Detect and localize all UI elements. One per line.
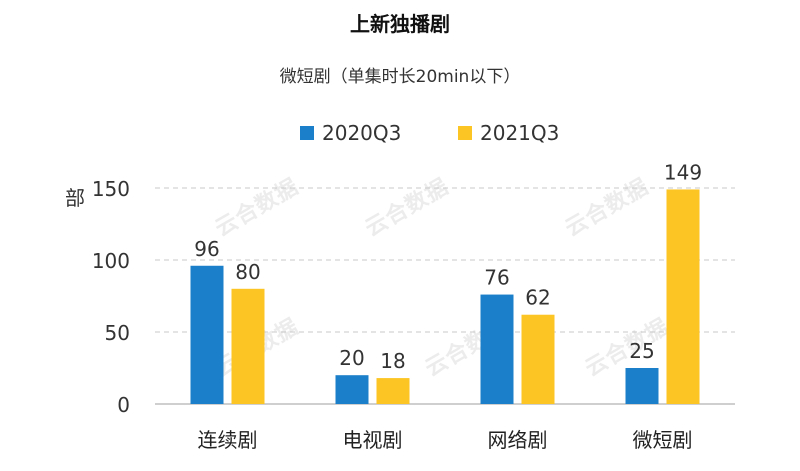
data-label: 20 xyxy=(339,346,364,370)
chart-subtitle: 微短剧（单集时长20min以下） xyxy=(279,67,521,87)
chart-title: 上新独播剧 xyxy=(350,12,450,36)
data-label: 76 xyxy=(484,266,509,290)
bar-2020q3 xyxy=(335,375,369,404)
legend-label: 2021Q3 xyxy=(480,121,559,145)
y-tick-label: 0 xyxy=(117,393,130,417)
y-tick-label: 150 xyxy=(92,177,130,201)
legend-label: 2020Q3 xyxy=(322,121,401,145)
x-tick-label: 微短剧 xyxy=(633,428,693,452)
data-label: 25 xyxy=(629,339,654,363)
y-tick-label: 100 xyxy=(92,249,130,273)
bar-2021q3 xyxy=(666,189,700,404)
legend-swatch xyxy=(300,126,314,140)
bar-2020q3 xyxy=(480,294,514,404)
data-label: 80 xyxy=(235,260,260,284)
bar-2021q3 xyxy=(376,378,410,404)
x-tick-label: 电视剧 xyxy=(343,428,403,452)
legend-swatch xyxy=(458,126,472,140)
bar-2021q3 xyxy=(521,314,555,404)
bar-2020q3 xyxy=(190,265,224,404)
data-label: 149 xyxy=(664,160,702,184)
data-label: 18 xyxy=(380,349,405,373)
x-tick-label: 网络剧 xyxy=(488,428,548,452)
bar-2020q3 xyxy=(625,368,659,404)
bar-2021q3 xyxy=(231,288,265,404)
data-label: 96 xyxy=(194,237,219,261)
y-axis-label: 部 xyxy=(65,186,85,210)
y-tick-label: 50 xyxy=(105,321,130,345)
data-label: 62 xyxy=(525,286,550,310)
x-tick-label: 连续剧 xyxy=(198,428,258,452)
